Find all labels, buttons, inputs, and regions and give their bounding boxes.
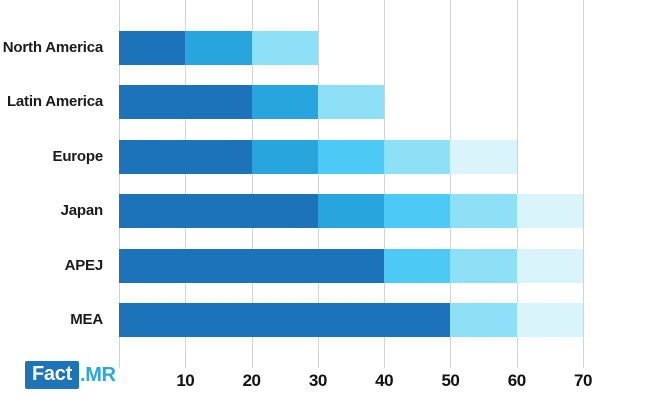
bar-segment <box>119 194 318 228</box>
gridline <box>317 0 319 368</box>
bar-row <box>119 85 385 119</box>
bar-segment <box>516 303 583 337</box>
bar-segment <box>450 248 517 283</box>
bar-segment <box>317 85 385 119</box>
gridline <box>450 0 452 368</box>
x-tick-label: 10 <box>176 371 195 390</box>
bar-row <box>119 139 517 174</box>
bar-segment <box>251 85 318 119</box>
category-label: Japan <box>60 202 104 219</box>
gridline <box>251 0 253 368</box>
bar-segment <box>516 248 583 283</box>
bar-segment <box>185 30 252 65</box>
bar-segment <box>119 303 451 337</box>
bar-segment <box>317 139 385 174</box>
brand-logo: Fact .MR <box>25 361 116 389</box>
bar-segment <box>516 194 583 228</box>
bar-row <box>119 30 318 65</box>
bar-segment <box>450 194 517 228</box>
bar-segment <box>119 248 385 283</box>
x-tick-label: 20 <box>242 371 261 390</box>
bar-segment <box>119 30 186 65</box>
bar-row <box>119 303 583 337</box>
x-tick-label: 60 <box>507 371 526 390</box>
gridline <box>119 0 120 368</box>
bar-segment <box>317 194 385 228</box>
category-label: MEA <box>70 311 103 328</box>
category-labels: North America Latin America Europe Japan APE… <box>0 0 111 368</box>
bar-row <box>119 248 583 283</box>
bar-segment <box>251 30 318 65</box>
x-tick-label: 30 <box>308 371 327 390</box>
bar-segment <box>384 194 451 228</box>
category-label: North America <box>2 38 103 56</box>
plot-area <box>119 0 584 368</box>
bar-segment <box>450 139 517 174</box>
bar-segment <box>384 248 451 283</box>
category-label: Latin America <box>6 93 103 110</box>
gridline <box>516 0 518 368</box>
x-tick-label: 40 <box>375 371 394 390</box>
bar-segment <box>384 139 451 174</box>
gridline <box>185 0 187 368</box>
category-label: APEJ <box>64 256 104 274</box>
x-tick-label: 70 <box>574 371 592 390</box>
bar-segment <box>119 139 252 174</box>
gridline <box>384 0 386 368</box>
x-tick-label: 50 <box>441 371 460 390</box>
bar-segment <box>450 303 517 337</box>
brand-logo-primary: Fact <box>25 361 79 389</box>
bar-segment <box>119 85 252 119</box>
brand-logo-suffix: .MR <box>79 364 116 386</box>
bar-row <box>119 194 583 228</box>
bar-segment <box>251 139 318 174</box>
gridline <box>583 0 584 368</box>
category-label: Europe <box>52 147 104 165</box>
